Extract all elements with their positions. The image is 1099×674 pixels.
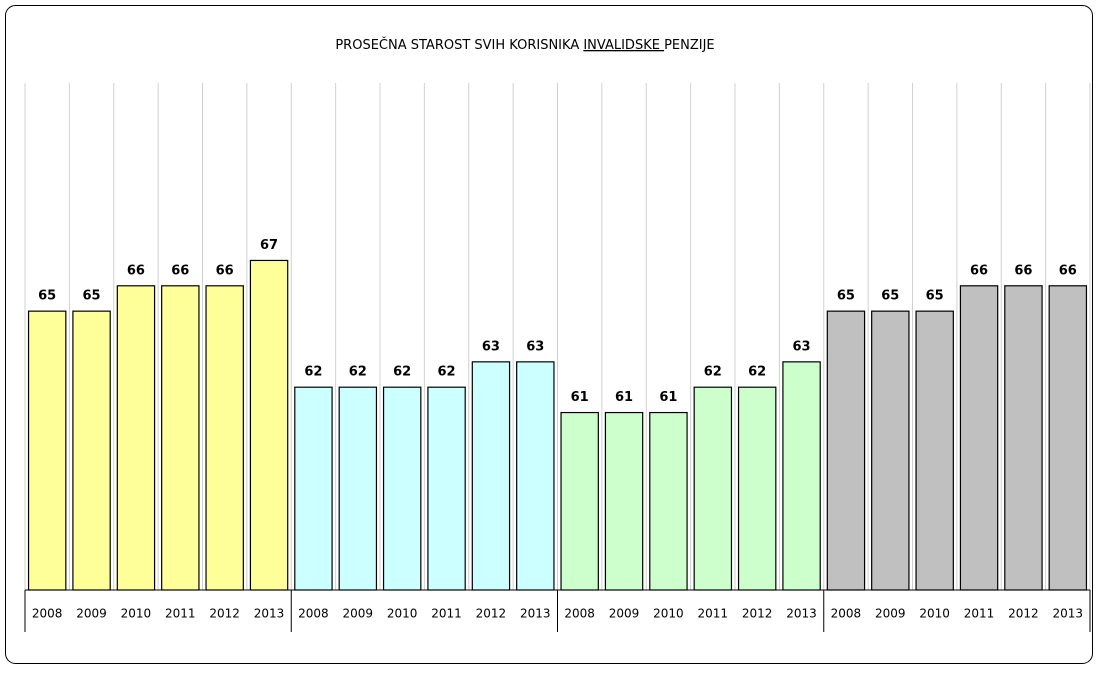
data-label: 66 <box>171 263 189 278</box>
data-label: 62 <box>704 365 722 380</box>
x-tick-label: 2013 <box>786 607 817 621</box>
x-tick-label: 2013 <box>1053 607 1084 621</box>
x-tick-label: 2012 <box>742 607 773 621</box>
x-tick-label: 2009 <box>343 607 374 621</box>
title-part: PROSEČNA STAROST SVIH KORISNIKA <box>335 37 583 53</box>
bar <box>737 386 777 591</box>
x-tick-label: 2008 <box>831 607 862 621</box>
data-label: 66 <box>1014 263 1032 278</box>
bar <box>693 386 733 591</box>
data-label: 61 <box>659 390 677 405</box>
data-label: 61 <box>571 390 589 405</box>
bar <box>959 285 999 591</box>
x-tick-label: 2009 <box>609 607 640 621</box>
bar <box>116 285 156 591</box>
bar <box>294 386 333 591</box>
bar <box>205 285 244 591</box>
bar <box>161 285 200 591</box>
x-tick-label: 2008 <box>32 607 63 621</box>
x-tick-label: 2008 <box>564 607 595 621</box>
data-label: 62 <box>748 365 766 380</box>
x-tick-label: 2011 <box>431 607 462 621</box>
bar <box>427 386 466 591</box>
x-tick-label: 2010 <box>653 607 684 621</box>
data-label: 66 <box>127 263 145 278</box>
bar <box>27 310 67 591</box>
title-part: PENZIJE <box>664 38 715 53</box>
x-tick-label: 2013 <box>254 607 285 621</box>
x-tick-label: 2009 <box>875 607 906 621</box>
data-label: 62 <box>349 365 367 380</box>
data-label: 66 <box>970 263 988 278</box>
x-tick-label: 2013 <box>520 607 551 621</box>
data-label: 65 <box>83 289 101 304</box>
bar <box>826 310 866 591</box>
bar <box>516 361 555 591</box>
x-tick-label: 2012 <box>1008 607 1039 621</box>
bar <box>1048 285 1088 591</box>
data-label: 63 <box>526 339 544 354</box>
x-tick-label: 2011 <box>165 607 196 621</box>
bar <box>72 310 111 591</box>
bar <box>471 361 511 591</box>
bar <box>1004 285 1043 591</box>
data-label: 63 <box>482 339 500 354</box>
data-label: 62 <box>393 365 411 380</box>
data-label: 67 <box>260 238 278 253</box>
x-tick-label: 2008 <box>298 607 329 621</box>
x-tick-label: 2011 <box>698 607 729 621</box>
title-part: INVALIDSKE <box>583 38 664 53</box>
bar <box>782 361 821 591</box>
chart-title: PROSEČNA STAROST SVIH KORISNIKA INVALIDS… <box>335 37 714 53</box>
bar <box>604 411 644 591</box>
data-label: 62 <box>304 365 322 380</box>
x-tick-label: 2009 <box>76 607 107 621</box>
data-label: 63 <box>793 339 811 354</box>
data-label: 62 <box>438 365 456 380</box>
bar <box>249 259 289 591</box>
data-label: 65 <box>38 289 56 304</box>
bar <box>915 310 954 591</box>
data-label: 66 <box>216 263 234 278</box>
data-label: 61 <box>615 390 633 405</box>
x-tick-label: 2010 <box>919 607 950 621</box>
bar <box>649 411 688 591</box>
bar <box>871 310 910 591</box>
bar <box>382 386 422 591</box>
bar <box>338 386 378 591</box>
x-tick-label: 2010 <box>121 607 152 621</box>
data-label: 65 <box>926 289 944 304</box>
data-label: 65 <box>881 289 899 304</box>
data-label: 66 <box>1059 263 1077 278</box>
x-tick-label: 2010 <box>387 607 418 621</box>
x-tick-label: 2012 <box>476 607 507 621</box>
bar <box>560 411 599 591</box>
x-tick-label: 2012 <box>209 607 240 621</box>
data-label: 65 <box>837 289 855 304</box>
x-tick-label: 2011 <box>964 607 995 621</box>
